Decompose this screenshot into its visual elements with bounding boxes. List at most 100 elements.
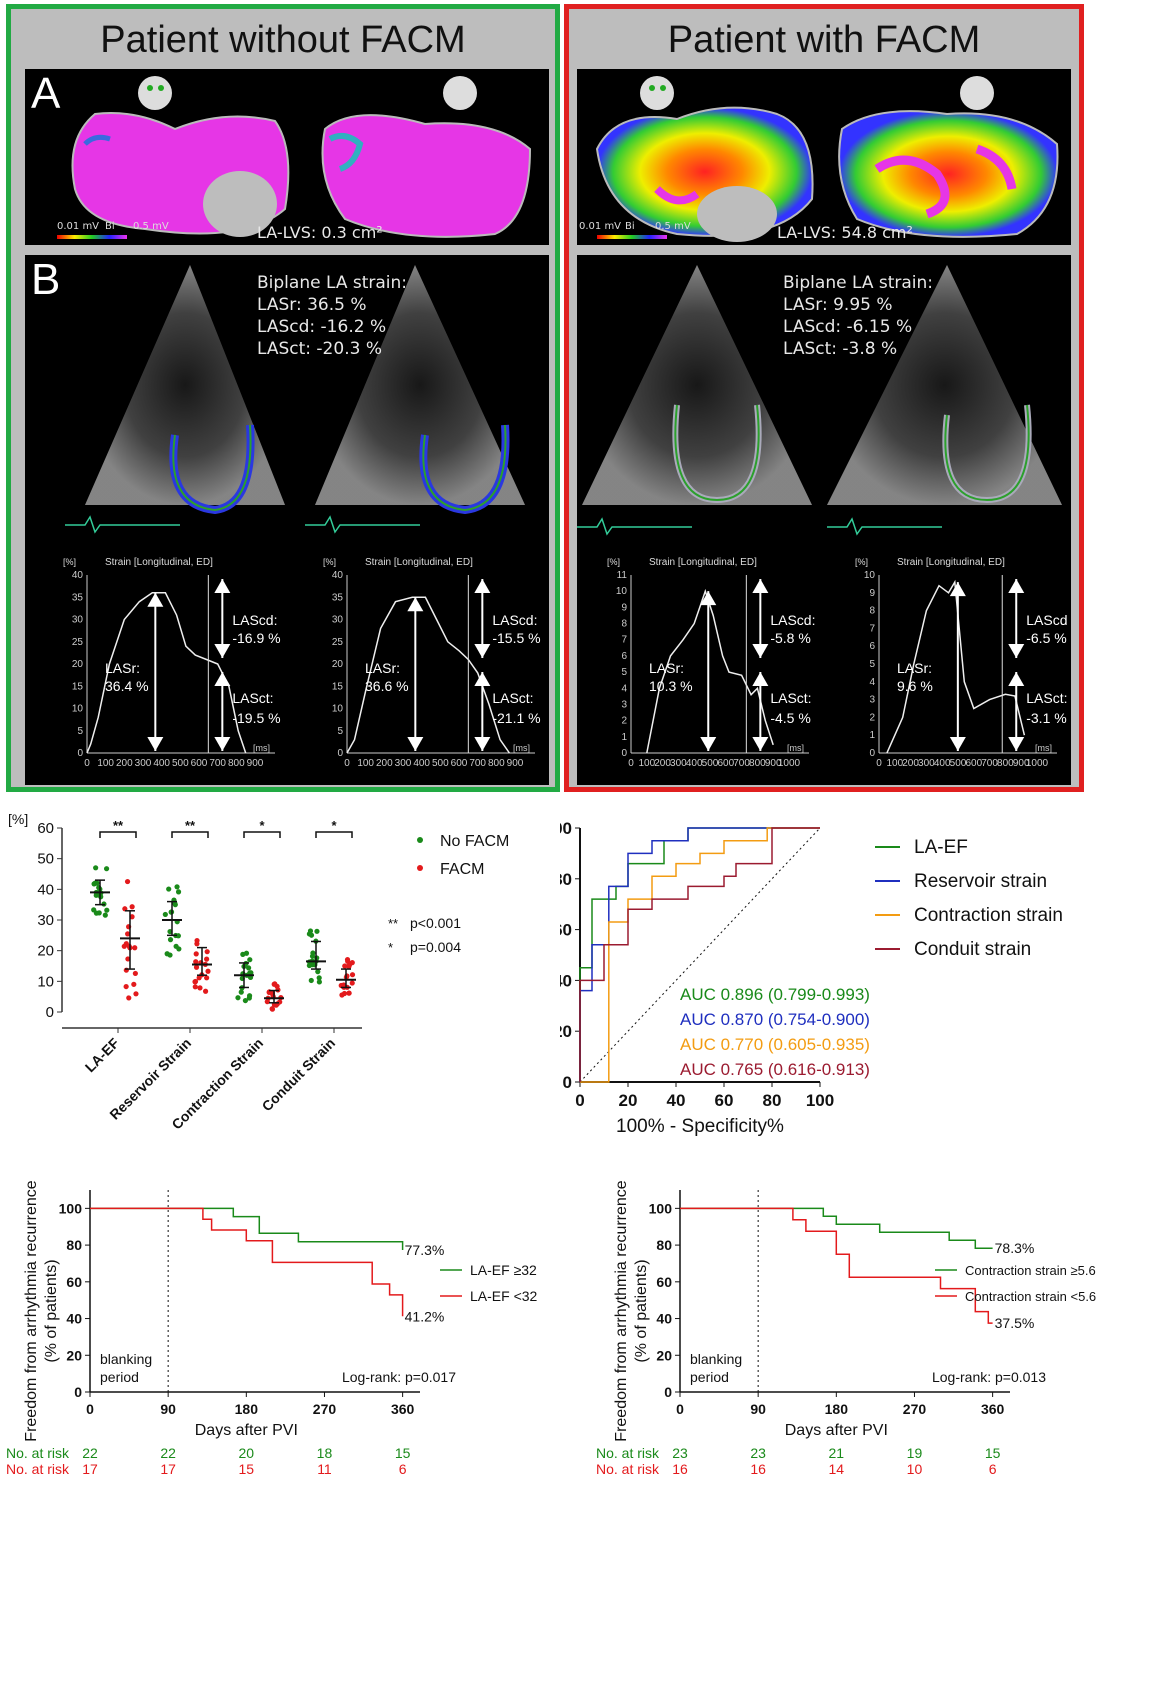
note-text: p=0.004 [410, 939, 461, 955]
y-tick-label: 40 [37, 881, 54, 898]
y-tick-label: 1 [621, 732, 627, 743]
diagonal-reference [579, 827, 821, 1083]
data-point [314, 928, 320, 934]
data-point [193, 964, 200, 970]
figure-letter-a: A [31, 69, 61, 118]
y-tick-label: 10 [72, 704, 84, 715]
legend-label: No FACM [440, 833, 509, 850]
x-tick-label: 0 [676, 1401, 684, 1417]
lasct-label: LASct: [232, 690, 273, 706]
logrank-label: Log-rank: p=0.013 [932, 1369, 1046, 1385]
arrow-head-down [700, 737, 717, 751]
auc-label: AUC 0.770 (0.605-0.935) [680, 1035, 870, 1054]
lasr-value: 9.6 % [897, 678, 933, 694]
data-point [344, 956, 351, 963]
x-tick-label: 700 [733, 758, 750, 769]
graph-header: Strain [Longitudinal, ED] [105, 557, 213, 568]
data-point [205, 968, 211, 974]
note-text: p<0.001 [410, 915, 461, 931]
lasr-value: 36.6 % [365, 678, 409, 694]
y-tick-label: 30 [37, 912, 54, 929]
x-tick-label: 500 [172, 758, 189, 769]
x-tick-label: 0 [575, 1091, 584, 1110]
survival-curve [680, 1207, 993, 1249]
arrow-head-up [474, 672, 491, 686]
arrow-head-down [1008, 644, 1025, 658]
x-tick-label: 360 [391, 1401, 415, 1417]
significance-mark: ** [185, 818, 196, 833]
echo-images [65, 265, 525, 534]
data-point [246, 965, 252, 971]
y-tick-label: 4 [869, 677, 875, 688]
x-tick-label: 100 [806, 1091, 834, 1110]
x-tick-label: 700 [981, 758, 998, 769]
data-point [102, 912, 108, 918]
strain-curve-graph: Strain [Longitudinal, ED] [%] 40 35 30 25 20 15… [323, 557, 541, 769]
legend-label: LA-EF <32 [470, 1288, 538, 1304]
y-tick-label: 80 [560, 870, 572, 889]
lascd-value: -5.8 % [770, 630, 810, 646]
data-point [204, 956, 210, 962]
y-tick-label: 20 [72, 659, 84, 670]
y-tick-label: 8 [869, 606, 875, 617]
x-tick-label: 900 [507, 758, 524, 769]
data-point [202, 988, 209, 994]
y-axis-label: Freedom from arrhythmia recurrence [23, 1180, 40, 1442]
y-tick-label: 25 [332, 637, 344, 648]
graph-unit: [%] [63, 557, 76, 567]
data-point [175, 933, 181, 939]
x-tick-label: 180 [825, 1401, 849, 1417]
y-tick-label: 5 [337, 726, 343, 737]
y-tick-label: 25 [72, 637, 84, 648]
x-tick-label: 360 [981, 1401, 1005, 1417]
x-tick-label: 80 [763, 1091, 782, 1110]
legend-label: Contraction strain [914, 905, 1063, 926]
strain-title: Biplane LA strain: [257, 273, 408, 293]
strain-curve-graph: Strain [Longitudinal, ED][%]109876543210… [855, 557, 1067, 769]
x-tick-label: 0 [344, 758, 350, 769]
data-point [341, 990, 348, 997]
x-tick-label: 300 [135, 758, 152, 769]
data-point [125, 956, 131, 962]
lasct-value: -3.1 % [1026, 710, 1066, 726]
roc-line [580, 827, 820, 1083]
blanking-label: blanking [100, 1351, 152, 1367]
y-tick-label: 7 [869, 623, 875, 634]
x-tick-label: 800 [488, 758, 505, 769]
risk-count: 17 [82, 1461, 98, 1477]
x-tick-label: 1000 [1026, 758, 1049, 769]
end-percent-label: 77.3% [405, 1242, 445, 1258]
graph-unit: [%] [323, 557, 336, 567]
y-tick-label: 80 [66, 1237, 82, 1253]
data-point [309, 962, 315, 968]
legend-marker [417, 837, 423, 843]
lasct-label: LASct: [492, 690, 533, 706]
arrow-head-up [752, 579, 769, 593]
y-tick-label: 40 [72, 570, 84, 581]
x-tick-label: 400 [934, 758, 951, 769]
y-tick-label: 0 [869, 748, 875, 759]
arrow-head-up [214, 579, 231, 593]
ms-label: [ms] [1035, 743, 1052, 753]
x-tick-label: 600 [191, 758, 208, 769]
strain-lasct: LASct: -3.8 % [783, 339, 898, 359]
arrow-head-up [752, 672, 769, 686]
y-tick-label: 1 [869, 730, 875, 741]
y-tick-label: 10 [864, 570, 876, 581]
roc-curve-chart: 0 20 40 60 80 100 0 20 40 60 80 100 100% - Specifici… [560, 819, 1063, 1137]
y-tick-label: 0 [46, 1004, 54, 1021]
lascd-label: LAScd: [770, 612, 815, 628]
y-tick-label: 6 [869, 641, 875, 652]
voltage-map-graphic [57, 76, 532, 239]
arrow-head-down [474, 737, 491, 751]
lascd-label: LAScd: [492, 612, 537, 628]
data-point [162, 911, 168, 918]
y-tick-label: 60 [66, 1274, 82, 1290]
y-tick-label: 0 [664, 1384, 672, 1400]
panel-without-facm: Patient without FACM A 0.01 mV Bi 0.5 mV… [6, 4, 560, 792]
lasr-label: LASr: [105, 660, 140, 676]
y-tick-label: 5 [621, 667, 627, 678]
lasr-label: LASr: [897, 660, 932, 676]
strain-curve [886, 579, 1026, 754]
